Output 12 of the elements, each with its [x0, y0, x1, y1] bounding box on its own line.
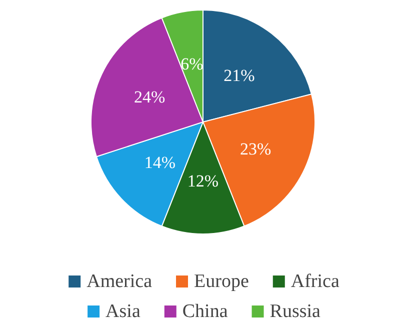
- legend-label: Asia: [106, 301, 141, 322]
- legend-label: Europe: [194, 271, 249, 292]
- legend-label: Russia: [270, 301, 322, 322]
- data-label: 23%: [240, 139, 272, 158]
- data-label: 12%: [187, 172, 219, 190]
- data-label: 24%: [134, 87, 166, 106]
- data-label: 14%: [144, 152, 176, 172]
- legend-label: America: [86, 271, 153, 292]
- legend-label: Africa: [290, 271, 340, 292]
- data-label: 21%: [224, 66, 255, 85]
- legend-label: China: [182, 301, 228, 322]
- data-label: 6%: [180, 54, 204, 74]
